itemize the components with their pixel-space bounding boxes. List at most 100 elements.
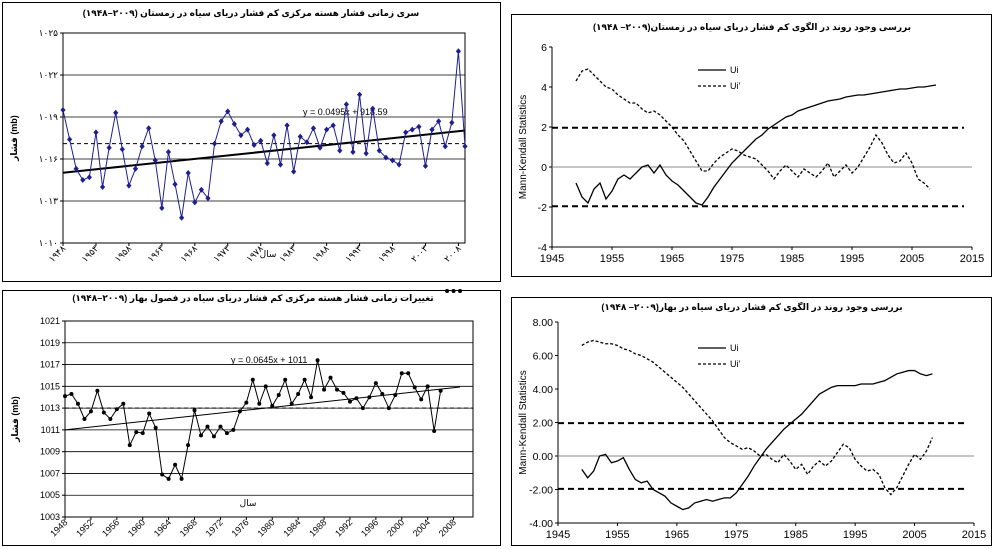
data-point bbox=[383, 154, 389, 161]
y-tick-label: ۱۰۲۲ bbox=[39, 70, 59, 80]
data-point bbox=[199, 433, 203, 438]
x-tick-label: 1995 bbox=[843, 529, 867, 541]
chart-title: تغییرات زمانی فشار هسته مرکزی کم فشار در… bbox=[72, 293, 433, 304]
data-point bbox=[237, 409, 242, 414]
x-tick-label: ۱۹۵۳ bbox=[80, 243, 101, 264]
data-point bbox=[192, 199, 198, 206]
x-tick-label: 1956 bbox=[100, 517, 121, 538]
y-tick-label: 6 bbox=[541, 42, 547, 54]
data-point bbox=[302, 377, 307, 382]
x-tick-label: 2015 bbox=[962, 529, 986, 541]
data-point bbox=[422, 163, 429, 169]
data-point bbox=[317, 144, 323, 151]
data-point bbox=[113, 109, 119, 116]
data-point bbox=[341, 390, 346, 395]
data-point bbox=[127, 443, 132, 448]
chart-title: سری زمانی فشار هسته مرکزی کم فشار دریای … bbox=[83, 8, 420, 19]
data-point bbox=[93, 129, 99, 136]
data-point bbox=[403, 129, 409, 136]
data-point bbox=[370, 105, 376, 112]
data-point bbox=[251, 142, 257, 148]
data-point bbox=[225, 108, 231, 115]
data-point bbox=[412, 385, 417, 390]
data-point bbox=[271, 132, 277, 139]
data-point bbox=[432, 428, 437, 433]
x-tick-label: 1972 bbox=[204, 517, 225, 538]
chart-spring-mann-kendall: بررسی وجود روند در الگوی کم فشار دریای س… bbox=[511, 297, 992, 546]
data-point bbox=[429, 126, 435, 133]
data-point bbox=[250, 377, 255, 382]
data-point bbox=[309, 395, 314, 400]
chart-winter-mann-kendall: بررسی وجود روند در الگوی کم فشار دریای س… bbox=[511, 14, 992, 277]
data-point bbox=[224, 431, 229, 436]
x-tick-label: 1945 bbox=[540, 253, 564, 265]
data-point bbox=[291, 168, 297, 175]
x-tick-label: 1995 bbox=[840, 253, 864, 265]
data-point bbox=[205, 195, 211, 202]
chart-spring-pressure: تغییرات زمانی فشار هسته مرکزی کم فشار در… bbox=[2, 289, 501, 546]
data-point bbox=[324, 126, 330, 133]
y-tick-label: 8.00 bbox=[533, 317, 554, 329]
data-point bbox=[399, 371, 404, 376]
x-tick-label: 1968 bbox=[178, 517, 199, 538]
data-point bbox=[263, 384, 268, 389]
chart-title: بررسی وجود روند در الگوی کم فشار دریای س… bbox=[593, 21, 911, 33]
data-point bbox=[315, 358, 320, 363]
x-tick-label: 2004 bbox=[411, 517, 432, 538]
data-point bbox=[438, 388, 443, 393]
data-point bbox=[66, 136, 73, 143]
data-point bbox=[147, 411, 152, 416]
x-tick-label: 1996 bbox=[359, 517, 380, 538]
y-tick-label: 6.00 bbox=[533, 351, 554, 363]
data-point bbox=[231, 427, 236, 432]
y-tick-label: ۱۰۲۵ bbox=[39, 28, 59, 38]
data-point bbox=[347, 399, 352, 404]
data-point bbox=[367, 395, 372, 400]
spring-pressure-plot: تغییرات زمانی فشار هسته مرکزی کم فشار در… bbox=[10, 289, 474, 539]
data-point bbox=[165, 149, 172, 155]
data-point bbox=[160, 472, 165, 477]
data-point bbox=[244, 400, 249, 405]
x-tick-label: ۱۹۶۸ bbox=[178, 243, 199, 264]
data-point bbox=[304, 139, 310, 146]
winter-mann-kendall-plot: بررسی وجود روند در الگوی کم فشار دریای س… bbox=[518, 21, 984, 265]
x-tick-label: 1965 bbox=[665, 529, 689, 541]
data-point bbox=[380, 391, 385, 396]
x-tick-label: 1976 bbox=[230, 517, 251, 538]
x-tick-label: 1952 bbox=[74, 517, 95, 538]
x-tick-label: ۲۰۰۳ bbox=[409, 243, 430, 264]
data-point bbox=[393, 393, 398, 398]
legend-label: Ui bbox=[730, 343, 739, 353]
data-point bbox=[121, 401, 126, 406]
y-tick-label: -4 bbox=[538, 242, 547, 254]
x-tick-label: 1992 bbox=[333, 517, 354, 538]
data-point bbox=[146, 125, 152, 132]
y-tick-label: 1015 bbox=[40, 381, 60, 391]
series-line-ui bbox=[581, 369, 933, 511]
data-point bbox=[356, 91, 363, 98]
x-tick-label: ۱۹۵۸ bbox=[113, 243, 134, 264]
y-tick-label: 2 bbox=[541, 122, 547, 134]
x-tick-label: 2000 bbox=[385, 517, 406, 538]
data-point bbox=[258, 137, 264, 144]
y-tick-label: 1013 bbox=[40, 403, 60, 413]
data-point bbox=[389, 157, 396, 164]
x-tick-label: 1945 bbox=[546, 529, 570, 541]
x-tick-label: 1985 bbox=[783, 529, 807, 541]
x-tick-label: 1955 bbox=[605, 529, 629, 541]
data-point bbox=[406, 371, 411, 376]
data-point bbox=[277, 161, 284, 168]
x-axis-label: سال bbox=[240, 498, 257, 508]
x-tick-label: 1965 bbox=[660, 253, 684, 265]
y-tick-label: 1009 bbox=[40, 447, 60, 457]
data-point bbox=[297, 133, 303, 140]
data-point bbox=[186, 443, 191, 448]
data-point bbox=[335, 387, 339, 392]
y-tick-label: -2 bbox=[538, 202, 547, 214]
y-tick-label: ۱۰۱۶ bbox=[39, 154, 59, 164]
x-tick-label: 1955 bbox=[600, 253, 624, 265]
data-point bbox=[63, 394, 67, 399]
data-point bbox=[211, 434, 216, 439]
y-tick-label: 4 bbox=[541, 82, 547, 94]
spring-mann-kendall-plot: بررسی وجود روند در الگوی کم فشار دریای س… bbox=[518, 301, 986, 541]
